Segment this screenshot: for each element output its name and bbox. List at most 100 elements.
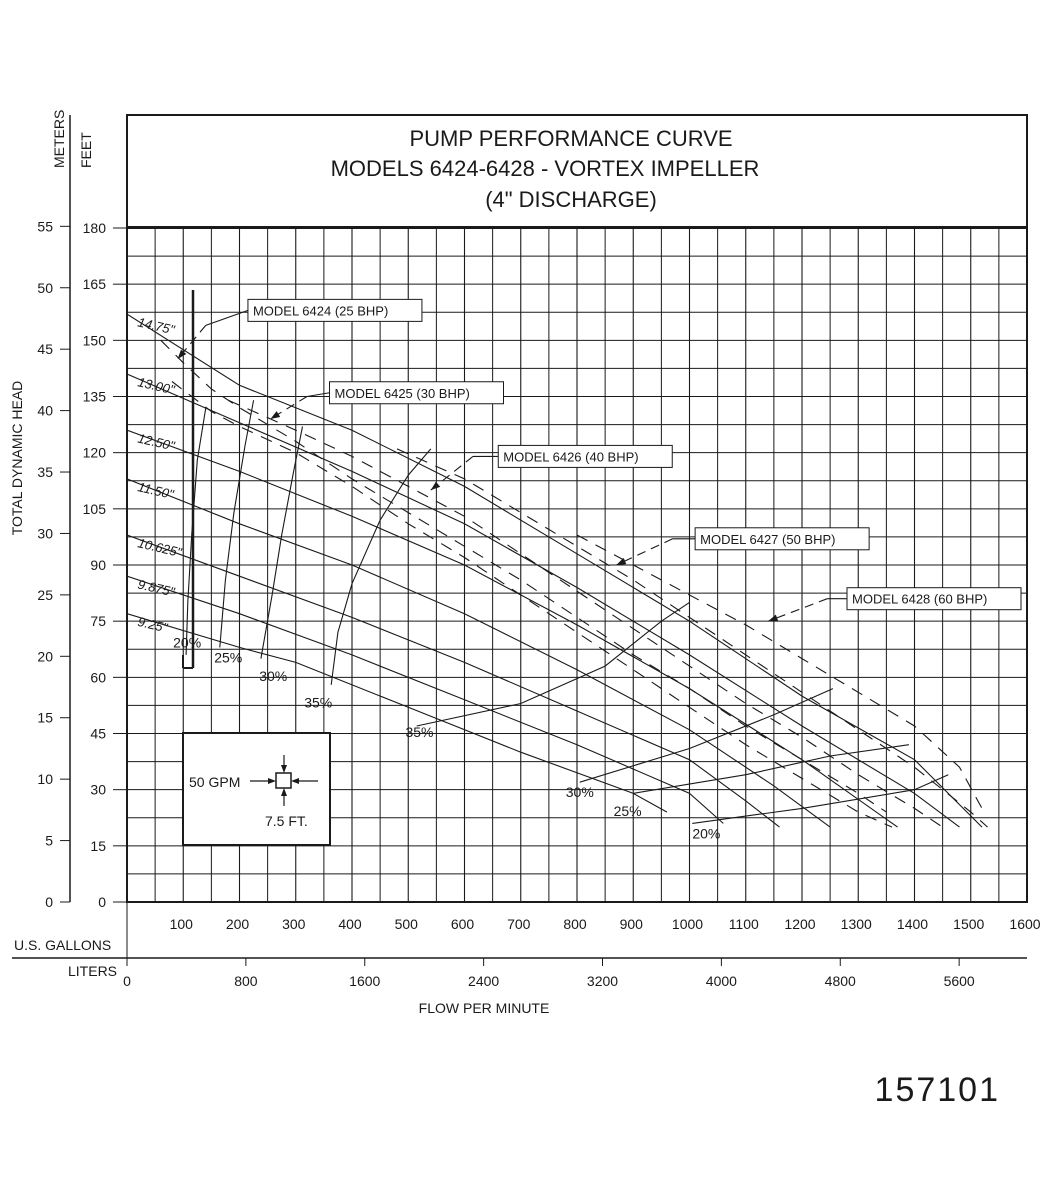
motor-callout-label: MODEL 6426 (40 BHP)	[503, 449, 638, 464]
drawing-number: 157101	[875, 1071, 1000, 1109]
x-liters-tick-label: 4000	[706, 973, 737, 989]
efficiency-curve	[579, 688, 834, 783]
x-liters-tick-label: 0	[123, 973, 131, 989]
y-feet-tick-label: 150	[83, 332, 107, 348]
efficiency-curve	[416, 601, 690, 727]
impeller-diameter-label: 12.50"	[136, 431, 177, 454]
motor-callout-label: MODEL 6427 (50 BHP)	[700, 532, 835, 547]
y-feet-tick-label: 90	[90, 557, 106, 573]
liters-unit-label: LITERS	[68, 963, 117, 979]
motor-bhp-curve	[576, 534, 983, 809]
x-gallons-tick-label: 300	[282, 916, 306, 932]
x-gallons-tick-label: 1200	[784, 916, 815, 932]
motor-callout-leader	[768, 598, 828, 622]
y-axis-title: TOTAL DYNAMIC HEAD	[9, 381, 25, 536]
feet-unit-label: FEET	[78, 132, 94, 168]
x-gallons-tick-label: 700	[507, 916, 531, 932]
x-gallons-tick-label: 400	[338, 916, 362, 932]
y-feet-tick-label: 105	[83, 501, 107, 517]
y-meters-tick-label: 15	[37, 710, 53, 726]
x-gallons-tick-label: 900	[620, 916, 644, 932]
motor-callout-label: MODEL 6428 (60 BHP)	[852, 592, 987, 607]
axes: METERS FEET TOTAL DYNAMIC HEAD U.S. GALL…	[9, 110, 1027, 1016]
x-liters-tick-label: 4800	[825, 973, 856, 989]
motor-callout-stub	[205, 309, 249, 326]
y-feet-tick-label: 135	[83, 389, 107, 405]
impeller-diameter-label: 10.625"	[136, 535, 184, 560]
y-feet-tick-label: 165	[83, 276, 107, 292]
y-feet-tick-label: 0	[98, 894, 106, 910]
efficiency-curve	[260, 426, 304, 659]
x-gallons-tick-label: 100	[170, 916, 194, 932]
motor-bhp-curve	[228, 399, 943, 828]
motor-curves: MODEL 6424 (25 BHP) MODEL 6425 (30 BHP) MO…	[160, 298, 1022, 828]
x-liters-tick-label: 2400	[468, 973, 499, 989]
y-meters-tick-label: 25	[37, 587, 53, 603]
y-meters-tick-label: 20	[37, 648, 53, 664]
efficiency-curve	[633, 744, 909, 794]
efficiency-label: 25%	[214, 649, 242, 665]
efficiency-curve	[219, 400, 255, 648]
title-box	[126, 114, 1028, 228]
y-feet-tick-label: 60	[90, 669, 106, 685]
chart-title-line-1: PUMP PERFORMANCE CURVE	[409, 126, 732, 151]
impeller-curve	[126, 534, 780, 828]
impeller-diameter-label: 14.75"	[136, 314, 177, 337]
meters-unit-label: METERS	[51, 110, 67, 168]
scale-head-label: 7.5 FT.	[265, 813, 308, 829]
y-feet-tick-label: 75	[90, 613, 106, 629]
x-liters-tick-label: 800	[234, 973, 258, 989]
scale-legend: 50 GPM 7.5 FT.	[182, 732, 331, 846]
motor-bhp-curve	[396, 448, 988, 828]
tick-labels: 0 15 30 45 60 75 90 105 120 135 150 165 180 0 5 10 15 20 2…	[37, 218, 1040, 989]
x-gallons-tick-label: 1600	[1009, 916, 1040, 932]
motor-bhp-curve	[160, 339, 887, 813]
x-axis-title: FLOW PER MINUTE	[419, 1000, 550, 1016]
motor-callout-arrowhead	[768, 614, 779, 622]
efficiency-curves: 20% 25% 30% 35% 35% 30% 25% 20%	[173, 400, 949, 841]
y-feet-tick-label: 15	[90, 838, 106, 854]
y-meters-tick-label: 30	[37, 525, 53, 541]
efficiency-curve	[692, 774, 949, 824]
efficiency-label: 35%	[304, 694, 332, 710]
efficiency-label: 25%	[614, 803, 642, 819]
y-meters-tick-label: 55	[37, 218, 53, 234]
y-meters-tick-label: 0	[45, 894, 53, 910]
y-feet-tick-label: 120	[83, 445, 107, 461]
x-gallons-tick-label: 200	[226, 916, 250, 932]
motor-callout-leader	[616, 538, 673, 566]
scale-flow-label: 50 GPM	[189, 774, 240, 790]
y-meters-tick-label: 5	[45, 833, 53, 849]
chart-title-line-3: (4" DISCHARGE)	[485, 187, 657, 212]
impeller-diameter-label: 13.00"	[136, 374, 177, 397]
x-gallons-tick-label: 600	[451, 916, 475, 932]
x-gallons-tick-label: 500	[395, 916, 419, 932]
impeller-curve	[126, 575, 724, 824]
motor-callout-arrowhead	[177, 349, 187, 360]
motor-callout-arrowhead	[430, 481, 441, 491]
x-gallons-tick-label: 1100	[729, 916, 759, 932]
impeller-curve	[126, 478, 831, 828]
x-liters-tick-label: 3200	[587, 973, 618, 989]
impeller-curve	[126, 373, 960, 828]
y-meters-tick-label: 35	[37, 464, 53, 480]
efficiency-label: 30%	[566, 784, 594, 800]
motor-callout-leader	[430, 455, 474, 491]
y-meters-tick-label: 40	[37, 403, 53, 419]
x-gallons-tick-label: 1000	[672, 916, 703, 932]
y-feet-tick-label: 45	[90, 726, 106, 742]
speed-marker	[182, 290, 195, 669]
chart-title-line-2: MODELS 6424-6428 - VORTEX IMPELLER	[331, 156, 760, 181]
motor-callout-label: MODEL 6425 (30 BHP)	[335, 386, 470, 401]
y-feet-tick-label: 30	[90, 782, 106, 798]
y-feet-tick-label: 180	[83, 220, 107, 236]
efficiency-label: 20%	[173, 634, 201, 650]
efficiency-curve	[330, 448, 432, 685]
efficiency-label: 30%	[259, 668, 287, 684]
efficiency-curve	[185, 407, 207, 655]
scale-cell	[275, 772, 292, 789]
impeller-curve	[126, 313, 983, 828]
efficiency-label: 20%	[692, 825, 720, 841]
x-liters-tick-label: 1600	[349, 973, 380, 989]
gallons-unit-label: U.S. GALLONS	[14, 937, 111, 953]
